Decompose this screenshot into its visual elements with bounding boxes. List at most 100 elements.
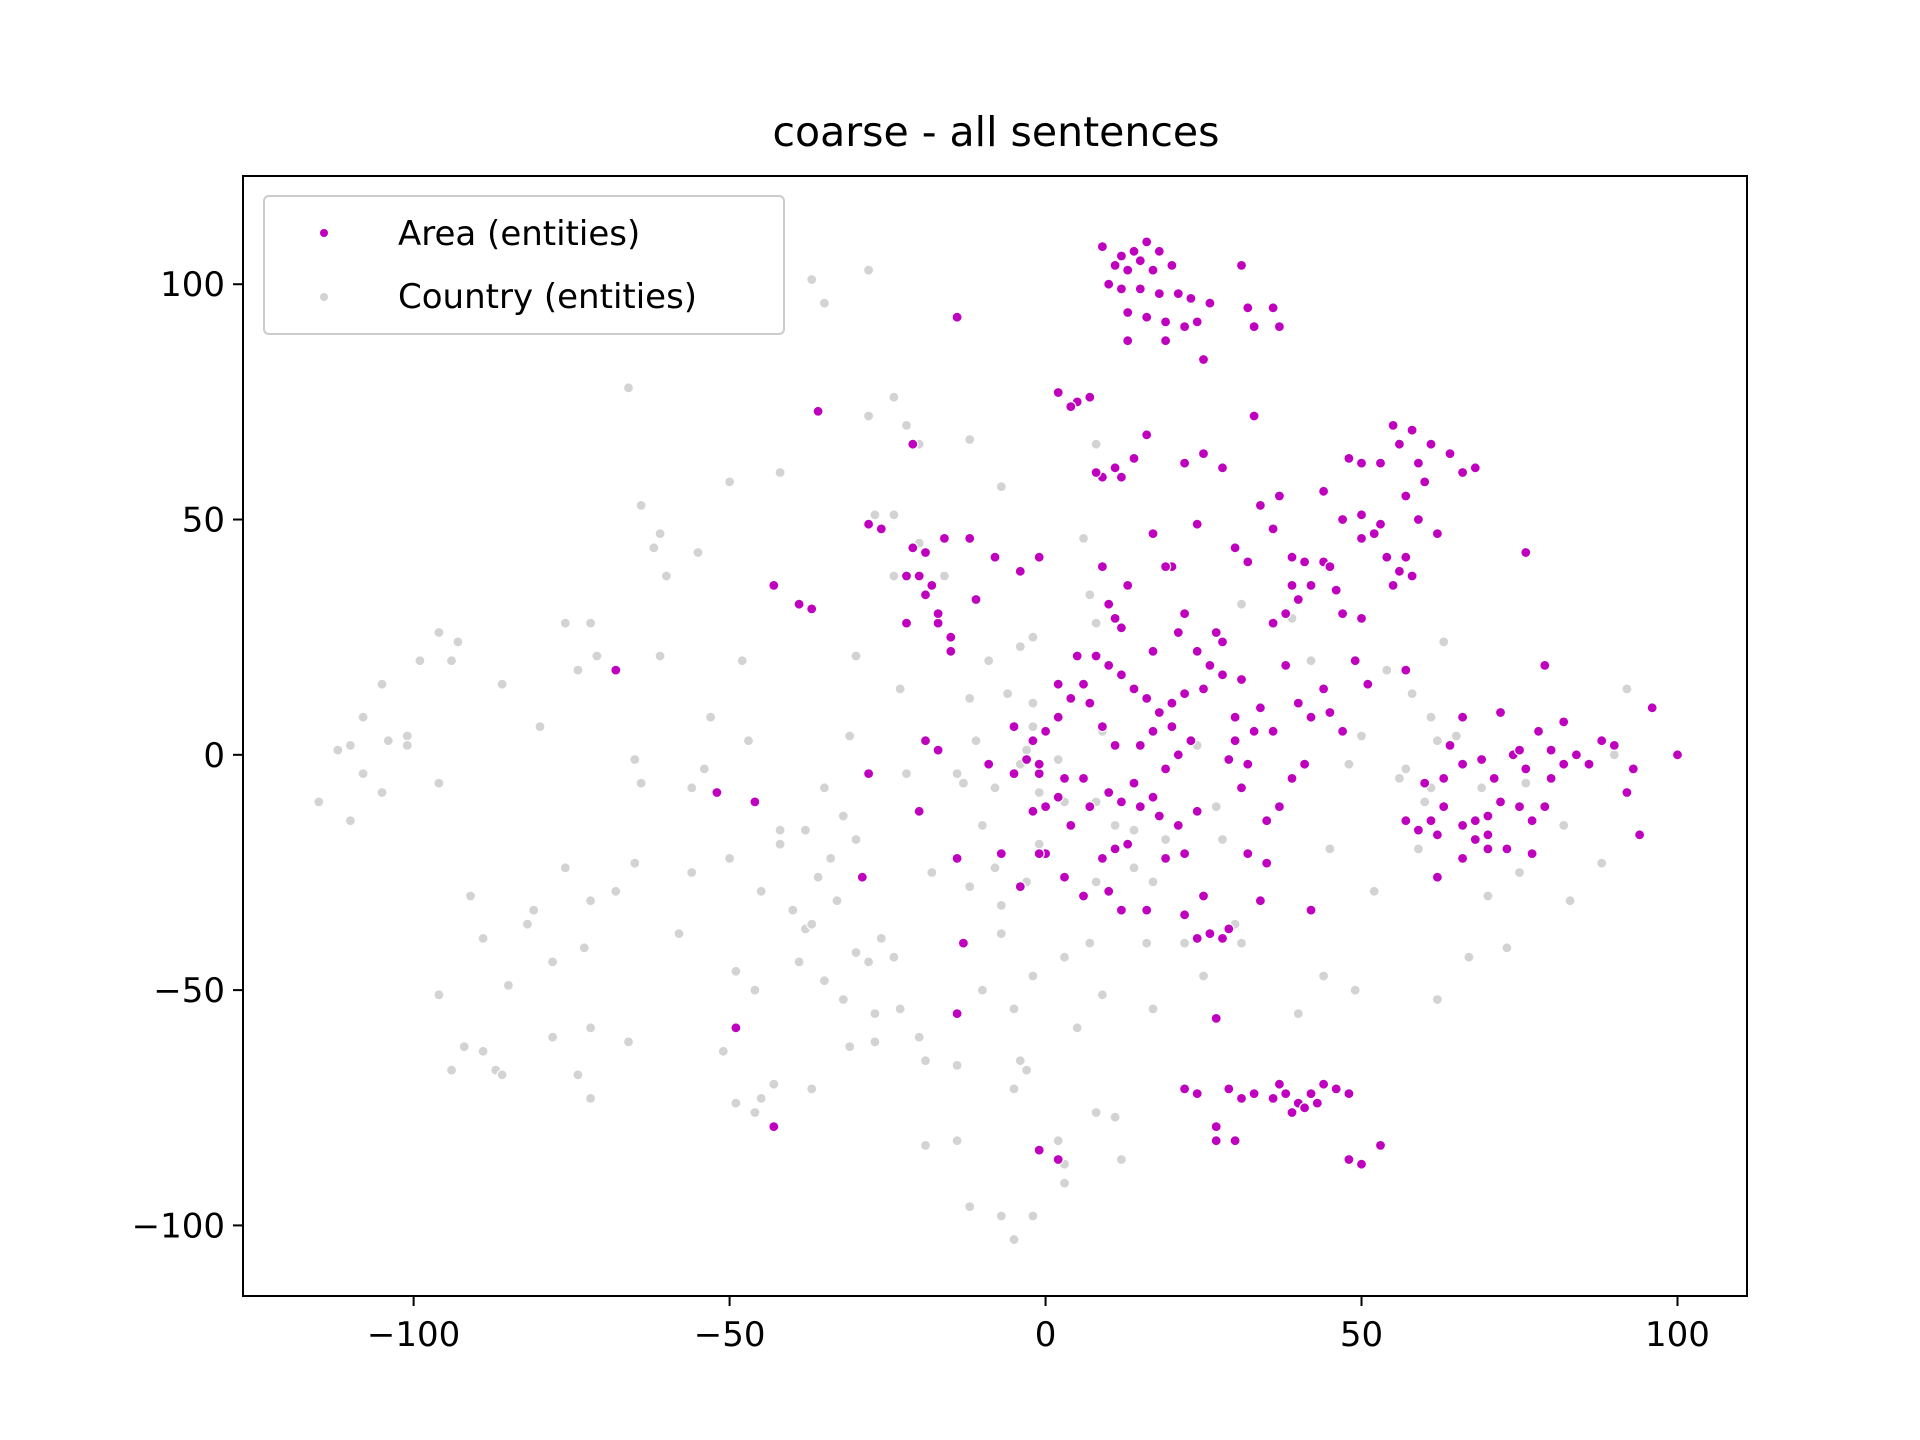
- data-point-area: [862, 767, 875, 780]
- data-point-country: [1001, 687, 1014, 700]
- data-point-country: [1159, 833, 1172, 846]
- data-point-country: [1349, 984, 1361, 996]
- data-point-area: [1027, 735, 1039, 747]
- data-point-area: [1223, 923, 1235, 935]
- data-point-area: [1216, 462, 1229, 474]
- data-point-country: [1393, 772, 1406, 785]
- data-point-country: [629, 857, 641, 869]
- data-point-country: [938, 570, 951, 582]
- data-point-country: [787, 904, 799, 916]
- data-point-area: [1280, 659, 1292, 672]
- data-point-area: [1267, 1092, 1279, 1105]
- data-point-country: [622, 382, 635, 394]
- y-axis: −100 −50 0 50 100: [132, 265, 243, 1246]
- data-point-area: [1438, 800, 1450, 813]
- legend-label-area: Area (entities): [398, 214, 640, 254]
- data-point-area: [1122, 264, 1134, 276]
- data-point-area: [1406, 424, 1418, 436]
- data-point-country: [546, 1031, 559, 1043]
- data-point-area: [1033, 847, 1045, 860]
- data-point-area: [1115, 669, 1128, 681]
- data-point-country: [401, 730, 413, 742]
- data-point-area: [1494, 796, 1507, 808]
- data-point-country: [723, 852, 736, 865]
- y-tick-label: 0: [203, 736, 225, 776]
- data-point-country: [818, 782, 831, 794]
- data-point-country: [1501, 942, 1513, 954]
- x-tick-label: −100: [367, 1315, 460, 1355]
- data-point-area: [938, 532, 951, 545]
- data-point-area: [1216, 636, 1229, 648]
- data-point-area: [1115, 250, 1128, 262]
- data-point-country: [1090, 617, 1102, 629]
- data-point-country: [913, 1031, 925, 1043]
- data-point-area: [1336, 725, 1349, 737]
- data-point-area: [1103, 786, 1115, 799]
- data-point-country: [1109, 1111, 1121, 1123]
- data-point-country: [1128, 862, 1140, 874]
- data-point-area: [1109, 612, 1121, 625]
- data-point-area: [1159, 316, 1172, 328]
- data-point-country: [749, 1106, 761, 1119]
- data-point-area: [1096, 852, 1109, 865]
- data-point-country: [850, 946, 862, 959]
- data-point-country: [888, 570, 900, 582]
- data-point-area: [1355, 457, 1368, 469]
- data-point-area: [1400, 551, 1412, 563]
- data-point-area: [1204, 927, 1216, 940]
- data-point-area: [1608, 739, 1620, 752]
- data-point-country: [502, 979, 514, 992]
- data-point-area: [1008, 720, 1020, 733]
- data-point-country: [433, 989, 445, 1001]
- data-point-area: [1210, 1135, 1222, 1147]
- data-point-area: [1058, 772, 1071, 785]
- data-point-area: [1147, 725, 1159, 737]
- data-point-area: [1122, 838, 1134, 850]
- data-point-country: [1513, 866, 1526, 879]
- data-point-area: [1286, 772, 1298, 785]
- data-point-area: [768, 1120, 780, 1133]
- data-point-country: [1008, 1233, 1020, 1246]
- data-point-area: [1210, 1012, 1222, 1025]
- data-point-area: [1159, 852, 1172, 865]
- data-point-country: [951, 1059, 963, 1072]
- data-point-country: [1381, 664, 1393, 676]
- data-point-area: [1134, 800, 1146, 813]
- data-point-country: [869, 1036, 881, 1048]
- data-point-country: [496, 678, 508, 690]
- data-point-country: [376, 786, 388, 799]
- data-point-country: [1482, 890, 1494, 902]
- data-point-area: [1204, 297, 1216, 309]
- data-point-area: [1020, 753, 1033, 766]
- data-point-area: [995, 847, 1007, 860]
- data-point-country: [989, 862, 1001, 874]
- data-point-area: [1324, 560, 1336, 573]
- data-point-country: [1027, 970, 1039, 982]
- data-point-country: [629, 753, 641, 766]
- data-point-area: [1400, 490, 1412, 502]
- data-point-country: [622, 1036, 635, 1048]
- data-point-country: [648, 542, 660, 554]
- data-point-area: [1122, 335, 1134, 347]
- data-point-area: [1412, 457, 1425, 469]
- data-point-area: [1621, 786, 1633, 799]
- axes-frame: [242, 175, 1748, 1297]
- data-point-country: [578, 942, 590, 954]
- data-point-country: [976, 819, 989, 832]
- data-point-country: [1400, 763, 1412, 775]
- data-point-country: [862, 410, 875, 422]
- data-point-country: [964, 880, 976, 893]
- data-point-country: [995, 927, 1007, 940]
- data-point-area: [932, 607, 944, 620]
- data-point-area: [1077, 772, 1090, 785]
- data-point-area: [1513, 800, 1526, 813]
- data-point-area: [1229, 542, 1241, 554]
- data-point-country: [717, 1045, 729, 1057]
- data-point-area: [1115, 622, 1128, 634]
- data-point-area: [1431, 829, 1444, 841]
- data-point-area: [1393, 438, 1406, 450]
- data-point-area: [1248, 725, 1260, 737]
- data-point-area: [900, 570, 913, 582]
- data-point-country: [825, 852, 837, 865]
